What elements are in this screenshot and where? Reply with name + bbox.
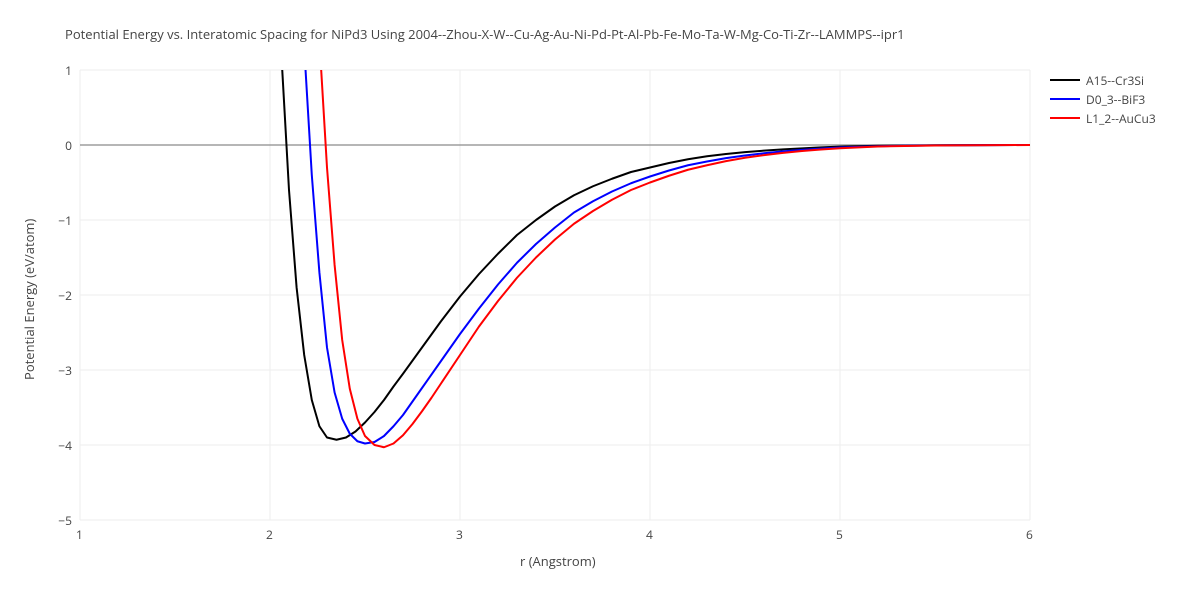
y-tick-label: −5: [58, 512, 72, 529]
series-L1_2--AuCu3[interactable]: [308, 0, 1030, 447]
legend-item[interactable]: L1_2--AuCu3: [1050, 108, 1156, 128]
x-tick-label: 6: [1026, 526, 1033, 543]
x-tick-label: 3: [456, 526, 463, 543]
x-tick-label: 5: [836, 526, 843, 543]
y-tick-label: 0: [65, 137, 72, 154]
chart-container: Potential Energy vs. Interatomic Spacing…: [0, 0, 1200, 600]
y-tick-label: 1: [65, 62, 72, 79]
x-tick-label: 1: [76, 526, 83, 543]
legend-label: A15--Cr3Si: [1086, 72, 1144, 89]
legend-label: L1_2--AuCu3: [1086, 110, 1156, 127]
series-D0_3--BiF3[interactable]: [293, 0, 1030, 444]
legend-item[interactable]: A15--Cr3Si: [1050, 70, 1144, 90]
legend-swatch: [1050, 79, 1080, 81]
x-axis-label: r (Angstrom): [520, 552, 596, 570]
y-tick-label: −2: [58, 287, 72, 304]
legend-item[interactable]: D0_3--BiF3: [1050, 89, 1145, 109]
legend-swatch: [1050, 98, 1080, 100]
y-tick-label: −3: [58, 362, 72, 379]
legend-label: D0_3--BiF3: [1086, 91, 1145, 108]
y-tick-label: −4: [58, 437, 72, 454]
x-tick-label: 2: [266, 526, 273, 543]
x-tick-label: 4: [646, 526, 653, 543]
chart-plot[interactable]: [0, 0, 1200, 600]
y-axis-label: Potential Energy (eV/atom): [20, 219, 38, 380]
y-tick-label: −1: [58, 212, 72, 229]
legend-swatch: [1050, 117, 1080, 119]
